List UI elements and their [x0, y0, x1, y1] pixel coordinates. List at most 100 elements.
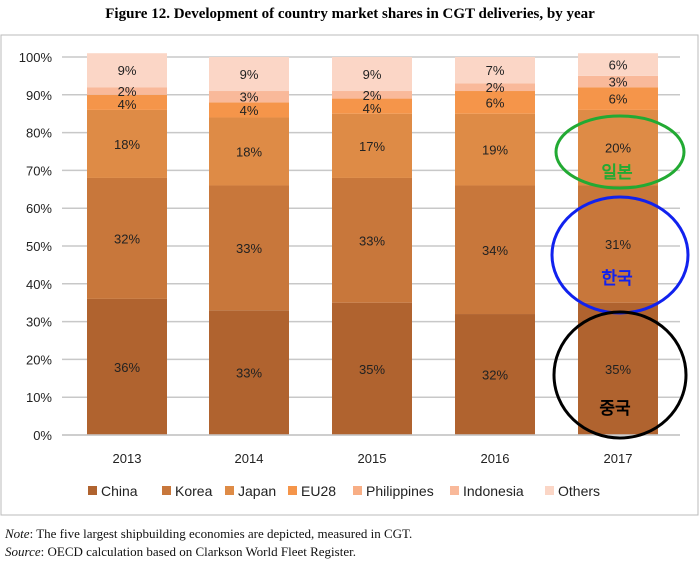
source-text: : OECD calculation based on Clarkson Wor… [41, 544, 356, 559]
data-label: 32% [114, 231, 140, 246]
chart-title: Figure 12. Development of country market… [105, 6, 595, 22]
data-label: 6% [609, 58, 628, 73]
legend-swatch [162, 486, 171, 495]
y-tick-label: 10% [26, 390, 52, 405]
data-label: 9% [363, 67, 382, 82]
x-tick-label: 2014 [235, 451, 264, 466]
bar-segment-eu28-2016 [455, 91, 535, 114]
bar-segment-japan-2015 [332, 113, 412, 178]
data-label: 6% [609, 92, 628, 107]
data-label: 33% [359, 233, 385, 248]
x-tick-label: 2017 [604, 451, 633, 466]
legend-swatch [225, 486, 234, 495]
legend-label: Japan [238, 483, 276, 499]
bar-segment-others-2015 [332, 57, 412, 92]
y-tick-label: 60% [26, 201, 52, 216]
data-label: 35% [605, 362, 631, 377]
data-label: 18% [236, 145, 262, 160]
bar-segment-china-2016 [455, 314, 535, 435]
y-tick-label: 50% [26, 239, 52, 254]
bar-segment-eu28-2015 [332, 98, 412, 114]
bar-segment-korea-2015 [332, 177, 412, 303]
legend-label: China [101, 483, 138, 499]
bar-segment-china-2013 [87, 298, 167, 435]
legend-swatch [288, 486, 297, 495]
legend-label: EU28 [301, 483, 336, 499]
y-tick-label: 30% [26, 315, 52, 330]
bar-segment-japan-2017 [578, 109, 658, 186]
annotation-circle [552, 310, 688, 440]
data-label: 34% [482, 243, 508, 258]
source-line: Source: OECD calculation based on Clarks… [5, 544, 356, 559]
bar-segment-others-2013 [87, 53, 167, 88]
bar-segment-others-2016 [455, 57, 535, 84]
data-label: 17% [359, 139, 385, 154]
y-tick-label: 70% [26, 163, 52, 178]
bar-segment-indonesia-2014 [209, 91, 289, 103]
data-label: 33% [236, 241, 262, 256]
data-label: 18% [114, 137, 140, 152]
bar-segment-others-2014 [209, 57, 289, 92]
y-tick-label: 40% [26, 277, 52, 292]
x-tick-label: 2015 [358, 451, 387, 466]
data-label: 31% [605, 237, 631, 252]
legend-label: Philippines [366, 483, 434, 499]
data-label: 4% [118, 97, 137, 112]
data-label: 36% [114, 360, 140, 375]
legend-swatch [450, 486, 459, 495]
data-label: 2% [363, 88, 382, 103]
bar-segment-china-2014 [209, 310, 289, 435]
note-line: Note: The five largest shipbuilding econ… [4, 526, 412, 541]
note-text: : The five largest shipbuilding economie… [30, 526, 413, 541]
data-label: 19% [482, 143, 508, 158]
data-label: 9% [118, 63, 137, 78]
data-label: 32% [482, 368, 508, 383]
data-label: 9% [240, 67, 259, 82]
y-tick-label: 100% [19, 50, 53, 65]
chart-frame [0, 34, 699, 516]
bar-segment-japan-2016 [455, 113, 535, 186]
legend-label: Indonesia [463, 483, 524, 499]
data-label: 3% [609, 75, 628, 90]
data-label: 35% [359, 362, 385, 377]
legend-label: Korea [175, 483, 213, 499]
bar-segment-indonesia-2013 [87, 87, 167, 95]
x-tick-label: 2013 [113, 451, 142, 466]
annotation-label: 중국 [599, 399, 631, 418]
bar-segment-indonesia-2015 [332, 91, 412, 99]
legend-swatch [353, 486, 362, 495]
annotation-label: 한국 [601, 269, 633, 288]
data-label: 20% [605, 141, 631, 156]
bar-segment-korea-2014 [209, 185, 289, 311]
bar-segment-china-2015 [332, 302, 412, 435]
bar-segment-eu28-2014 [209, 102, 289, 118]
annotation-circle [554, 114, 686, 190]
legend-label: Others [558, 483, 600, 499]
bar-segment-indonesia-2016 [455, 83, 535, 92]
bar-segment-eu28-2017 [578, 87, 658, 110]
annotation-label: 일본 [601, 163, 633, 182]
bar-segment-korea-2013 [87, 177, 167, 299]
bar-segment-indonesia-2017 [578, 75, 658, 88]
bar-segment-eu28-2013 [87, 94, 167, 110]
data-label: 2% [486, 80, 505, 95]
legend-swatch [545, 486, 554, 495]
y-tick-label: 0% [33, 428, 52, 443]
data-label: 4% [363, 101, 382, 116]
data-label: 4% [240, 103, 259, 118]
bar-segment-korea-2017 [578, 185, 658, 303]
bar-segment-japan-2013 [87, 109, 167, 178]
x-tick-label: 2016 [481, 451, 510, 466]
bar-segment-others-2017 [578, 53, 658, 76]
data-label: 33% [236, 366, 262, 381]
data-label: 3% [240, 90, 259, 105]
data-label: 7% [486, 63, 505, 78]
note-label: Note [4, 526, 30, 541]
bar-segment-japan-2014 [209, 117, 289, 186]
bar-segment-china-2017 [578, 302, 658, 435]
y-tick-label: 20% [26, 352, 52, 367]
data-label: 2% [118, 84, 137, 99]
bar-segment-korea-2016 [455, 185, 535, 315]
data-label: 6% [486, 95, 505, 110]
